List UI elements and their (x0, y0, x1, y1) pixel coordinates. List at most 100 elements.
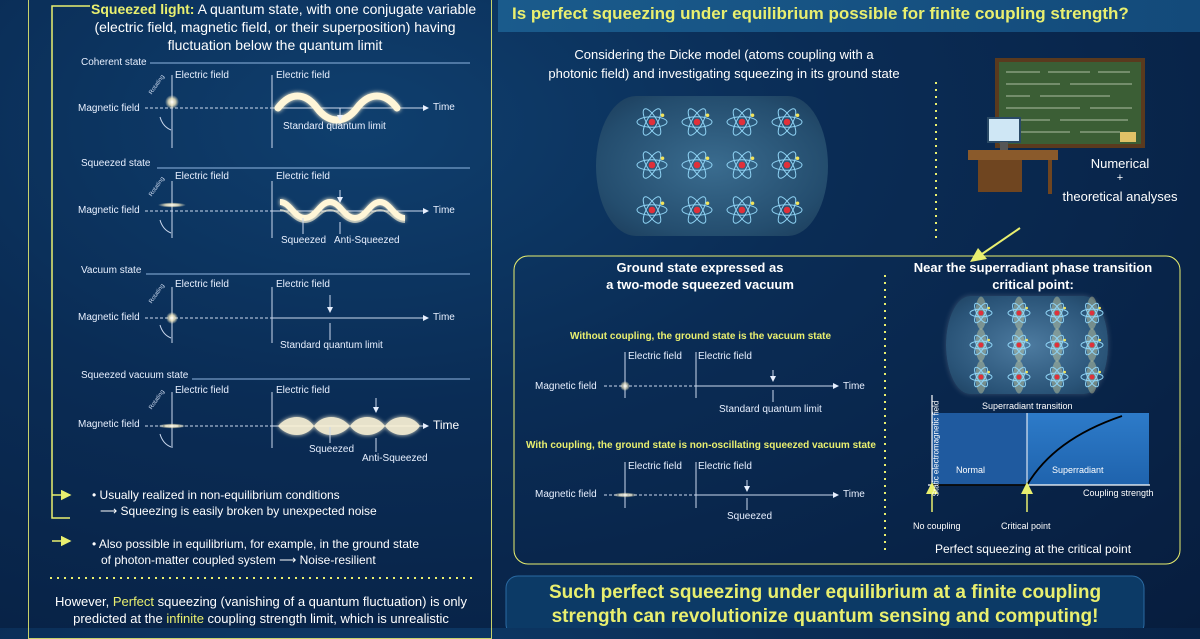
phase-ylabel: Static electromagnetic field (931, 400, 941, 497)
atom-icon (636, 108, 668, 136)
perfect-caption: Perfect squeezing at the critical point (934, 542, 1132, 556)
phase-xlabel: Coupling strength (1083, 488, 1154, 498)
vacuum-ground-diagram (604, 352, 839, 402)
atom-icon (771, 151, 803, 179)
magnetic-label: Magnetic field (78, 205, 140, 216)
footer-highlight-infinite: infinite (166, 611, 204, 626)
atom-icon (1045, 296, 1069, 330)
vacuum-diagram (145, 287, 429, 343)
state-title-coherent: Coherent state (81, 57, 147, 68)
magnetic-label: Magnetic field (535, 489, 597, 500)
squeezed-label: Squeezed (309, 444, 355, 455)
conclusion-box (505, 575, 1145, 628)
sql-label: Standard quantum limit (719, 404, 822, 415)
bullet-1: • Usually realized in non-equilibrium co… (92, 488, 340, 502)
electric-label: Electric field (276, 171, 330, 182)
footer-text: However, (55, 594, 113, 609)
lower-box (513, 255, 1181, 565)
magnetic-label: Magnetic field (78, 419, 140, 430)
intro-line1: Squeezed light: A quantum state, with on… (91, 1, 476, 17)
atom-icon (1080, 360, 1104, 394)
coherent-diagram (145, 75, 429, 148)
footer-line2: predicted at the infinite coupling stren… (30, 611, 492, 626)
atom-icon (771, 196, 803, 224)
atom-icon (1045, 360, 1069, 394)
footer-highlight-perfect: Perfect (112, 594, 155, 609)
electric-label: Electric field (175, 171, 229, 182)
near-title1: Near the superradiant phase transition (913, 260, 1153, 275)
atom-icon (1007, 296, 1031, 330)
bullet-2: • Also possible in equilibrium, for exam… (92, 537, 420, 551)
squeezed-vacuum-diagram (145, 392, 429, 452)
phase-superradiant-label: Superradiant (1052, 465, 1104, 475)
state-title-squeezed-vacuum: Squeezed vacuum state (81, 370, 189, 381)
intro-line1-rest: A quantum state, with one conjugate vari… (194, 1, 477, 17)
analysis-arrowhead (970, 248, 987, 262)
atom-icon (771, 108, 803, 136)
critical-point-label: Critical point (1001, 521, 1051, 531)
analysis-plus: + (1116, 172, 1124, 184)
ground-title1: Ground state expressed as (616, 260, 784, 275)
atom-icon (636, 151, 668, 179)
conclusion-line1: Such perfect squeezing under equilibrium… (548, 582, 1102, 603)
superradiant-region (1027, 413, 1149, 485)
normal-region (932, 413, 1027, 485)
analysis-line2: theoretical analyses (1062, 189, 1178, 204)
footer-line1: However, Perfect squeezing (vanishing of… (30, 594, 492, 609)
dicke-line2: photonic field) and investigating squeez… (548, 66, 900, 81)
electric-label: Electric field (698, 351, 752, 362)
phase-normal-label: Normal (956, 465, 986, 475)
squeezed-diagram (145, 181, 429, 238)
left-diagrams-svg (50, 5, 475, 579)
electric-label: Electric field (628, 351, 682, 362)
atom-icon (681, 151, 713, 179)
ground-title2: a two-mode squeezed vacuum (606, 277, 794, 292)
electric-label: Electric field (276, 385, 330, 396)
bullet-2-sub-text: of photon-matter coupled system (101, 553, 276, 567)
time-label: Time (433, 312, 455, 323)
bullet-1-sub-text: Squeezing is easily broken by unexpected… (120, 504, 377, 518)
electric-label: Electric field (276, 279, 330, 290)
atom-icon (726, 151, 758, 179)
squeezed-label: Squeezed (281, 235, 327, 246)
electric-label: Electric field (175, 385, 229, 396)
anti-squeezed-label: Anti-Squeezed (334, 235, 400, 246)
atom-icon (969, 360, 993, 394)
bullet-2-sub: of photon-matter coupled system ⟶ Noise-… (101, 553, 376, 567)
magnetic-label: Magnetic field (535, 381, 597, 392)
sql-label: Standard quantum limit (280, 340, 383, 351)
electric-label: Electric field (175, 279, 229, 290)
electric-label: Electric field (276, 70, 330, 81)
atom-icon (1045, 328, 1069, 362)
bullet-1-text: Usually realized in non-equilibrium cond… (99, 488, 340, 502)
bullet-1-sub: ⟶ Squeezing is easily broken by unexpect… (100, 504, 377, 518)
atom-icon (1007, 360, 1031, 394)
electric-label: Electric field (698, 461, 752, 472)
without-coupling-text: Without coupling, the ground state is th… (570, 331, 832, 342)
atom-icon (969, 328, 993, 362)
near-title2: critical point: (992, 277, 1074, 292)
squeezed-ground-diagram (604, 462, 839, 510)
chalkboard-icon (995, 58, 1145, 148)
atom-icon (681, 196, 713, 224)
phase-transition-label: Superradiant transition (982, 401, 1073, 411)
atom-icon (969, 296, 993, 330)
electric-label: Electric field (175, 70, 229, 81)
intro-line2: (electric field, magnetic field, or thei… (94, 19, 456, 35)
intro-bold: Squeezed light: (91, 1, 195, 17)
bullet-2-result: Noise-resilient (299, 553, 376, 567)
time-label: Time (843, 489, 865, 500)
no-coupling-label: No coupling (913, 521, 961, 531)
sql-label: Standard quantum limit (283, 121, 386, 132)
order-parameter-curve (1026, 415, 1123, 486)
anti-squeezed-label: Anti-Squeezed (362, 453, 428, 464)
time-label: Time (433, 418, 460, 432)
question-text: Is perfect squeezing under equilibrium p… (512, 4, 1129, 23)
footer-text: predicted at the (73, 611, 167, 626)
electric-label: Electric field (628, 461, 682, 472)
atom-icon (1080, 328, 1104, 362)
time-label: Time (433, 102, 455, 113)
footer-text: squeezing (vanishing of a quantum fluctu… (154, 594, 467, 609)
